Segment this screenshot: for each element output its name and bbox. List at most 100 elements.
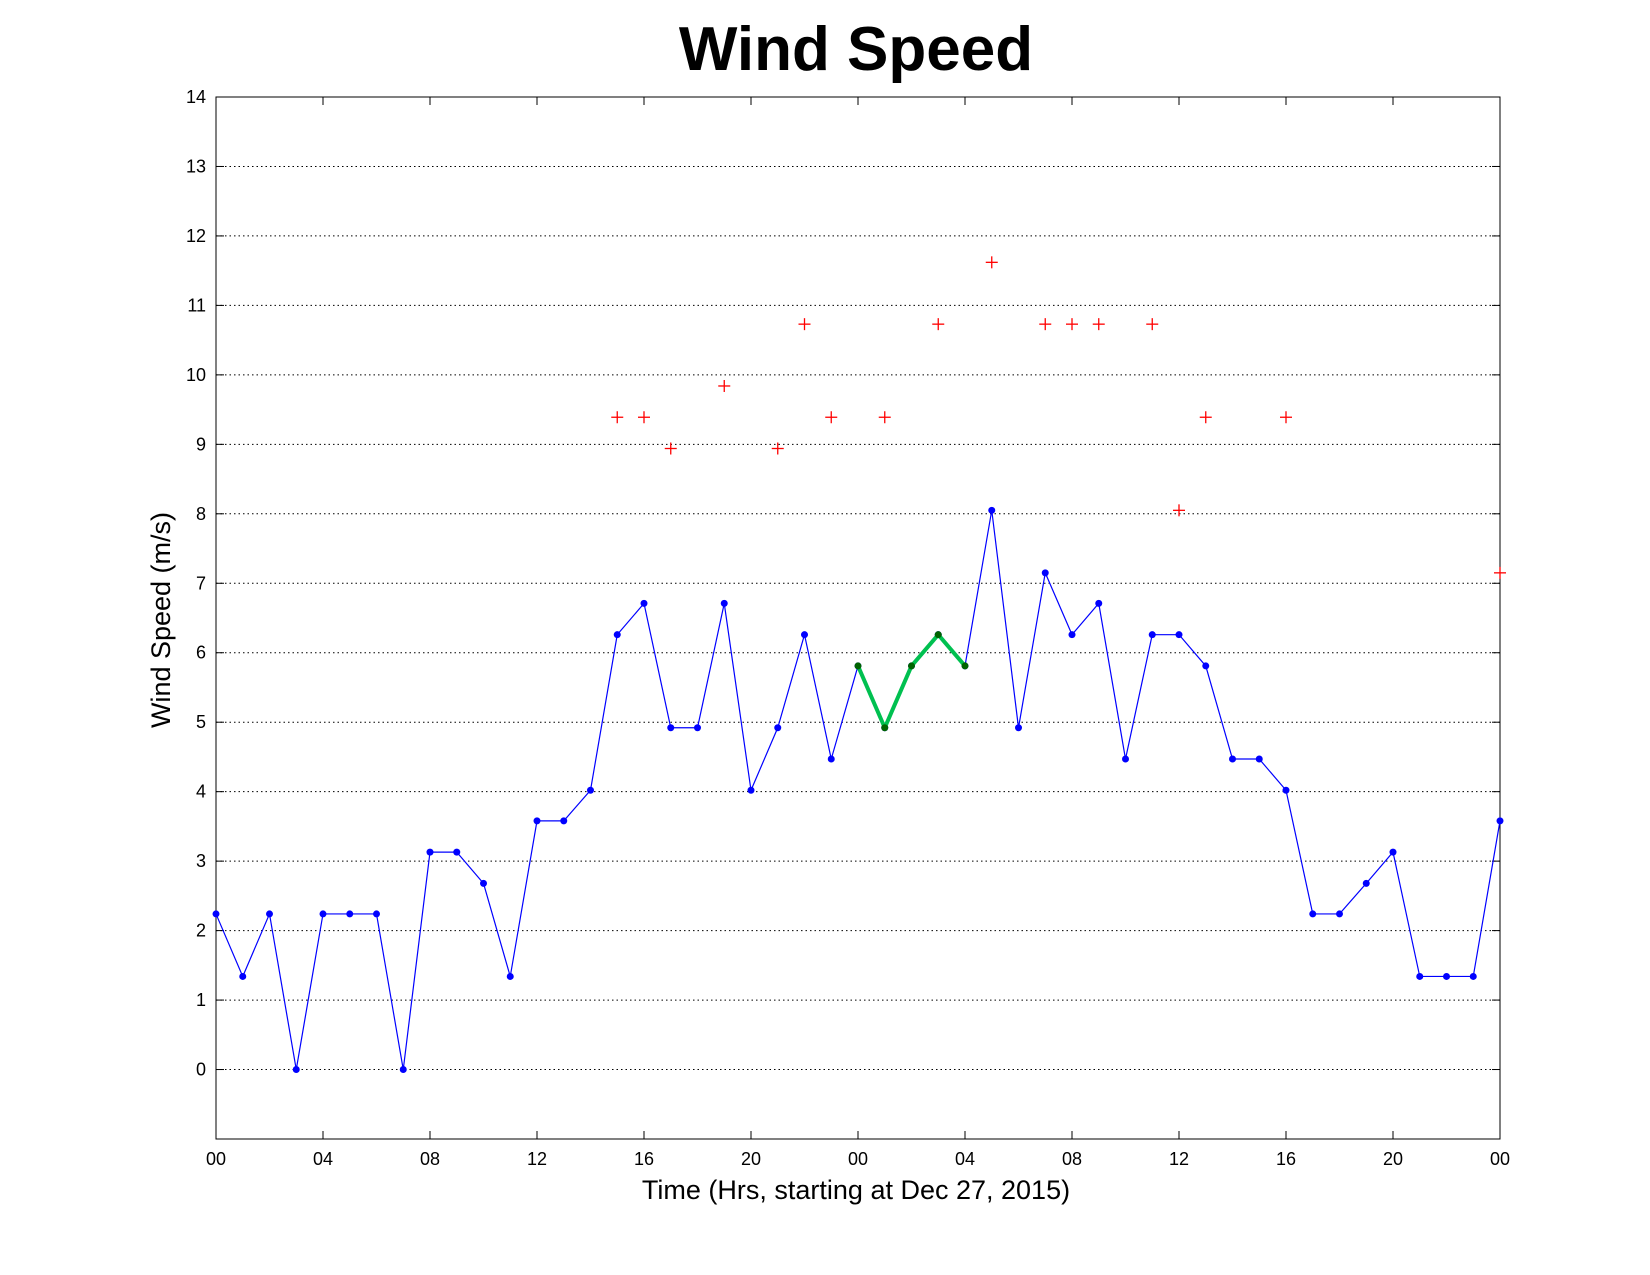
gust-marker <box>664 442 677 455</box>
x-tick-label: 04 <box>313 1149 333 1169</box>
gust-marker <box>718 379 731 392</box>
x-tick-label: 00 <box>206 1149 226 1169</box>
y-tick-label: 14 <box>186 87 206 107</box>
wind-speed-point <box>1309 910 1317 918</box>
gust-marker <box>638 411 650 424</box>
x-axis-label: Time (Hrs, starting at Dec 27, 2015) <box>642 1175 1070 1205</box>
gust-marker <box>1173 504 1185 517</box>
wind-speed-point <box>1122 755 1129 763</box>
wind-speed-point <box>774 724 782 732</box>
x-tick-label: 08 <box>420 1149 440 1169</box>
wind-speed-point <box>667 724 675 732</box>
gust-marker <box>1494 566 1506 579</box>
wind-speed-point <box>399 1066 407 1074</box>
wind-speed-point <box>292 1066 300 1074</box>
x-tick-label: 04 <box>955 1149 975 1169</box>
highlight-line <box>856 632 967 730</box>
wind-speed-point <box>426 848 434 856</box>
gust-marker <box>878 411 891 424</box>
x-tick-label: 08 <box>1062 1149 1082 1169</box>
wind-speed-line <box>215 510 1501 1070</box>
wind-speed-point <box>560 817 568 825</box>
wind-speed-point <box>1469 972 1477 980</box>
wind-speed-point <box>266 910 273 918</box>
gust-marker <box>1199 411 1212 424</box>
y-tick-label: 5 <box>196 712 206 732</box>
wind-speed-point <box>1282 786 1290 794</box>
wind-speed-point <box>988 506 996 514</box>
x-tick-label: 16 <box>634 1149 654 1169</box>
wind-speed-point <box>506 972 514 980</box>
data-series <box>212 256 1506 1074</box>
gust-marker <box>825 411 838 424</box>
gust-marker <box>611 411 624 424</box>
y-tick-label: 12 <box>186 226 206 246</box>
y-tick-label: 7 <box>196 573 206 593</box>
y-tick-label: 0 <box>196 1060 206 1080</box>
wind-speed-point <box>801 631 808 639</box>
x-tick-label: 20 <box>1383 1149 1403 1169</box>
wind-speed-point <box>453 848 461 856</box>
highlight-point <box>908 662 915 670</box>
wind-speed-point <box>1255 755 1263 763</box>
chart-title: Wind Speed <box>679 15 1033 84</box>
wind-speed-point <box>613 631 621 639</box>
highlight-point <box>961 662 969 670</box>
wind-speed-point <box>1416 972 1424 980</box>
highlight-point <box>854 662 862 670</box>
y-tick-label: 11 <box>187 295 206 315</box>
wind-speed-point <box>720 599 728 607</box>
wind-speed-point <box>1202 662 1210 670</box>
wind-speed-point <box>1362 879 1370 887</box>
wind-speed-point <box>239 972 247 980</box>
wind-speed-point <box>747 786 755 794</box>
wind-speed-point <box>533 817 541 825</box>
wind-speed-point <box>1443 972 1450 980</box>
gust-marker <box>1039 318 1052 331</box>
wind-speed-point <box>1496 817 1504 825</box>
wind-speed-point <box>1068 631 1076 639</box>
y-tick-label: 3 <box>196 851 206 871</box>
wind-speed-point <box>1148 631 1156 639</box>
y-tick-label: 2 <box>196 921 206 941</box>
gust-marker <box>1280 411 1292 424</box>
wind-speed-point <box>1095 599 1103 607</box>
y-tick-label: 1 <box>196 990 206 1010</box>
gust-marker <box>932 318 945 331</box>
y-tick-label: 8 <box>196 504 206 524</box>
wind-speed-point <box>1015 724 1022 732</box>
wind-speed-point <box>319 910 327 918</box>
wind-speed-point <box>640 599 648 607</box>
gust-marker <box>771 442 784 455</box>
wind-speed-point <box>373 910 380 918</box>
wind-speed-point <box>212 910 220 918</box>
y-tick-label: 13 <box>186 156 206 176</box>
x-tick-label: 00 <box>848 1149 868 1169</box>
y-axis-label: Wind Speed (m/s) <box>146 512 176 728</box>
wind-speed-point <box>694 724 701 732</box>
gust-marker <box>985 256 998 269</box>
wind-speed-point <box>346 910 354 918</box>
wind-speed-point <box>587 786 594 794</box>
wind-speed-point <box>480 879 487 887</box>
gust-marker <box>1146 318 1159 331</box>
grid-lines <box>216 165 1500 1071</box>
y-tick-label: 6 <box>196 643 206 663</box>
highlight-point <box>881 724 889 732</box>
wind-speed-point <box>1175 631 1183 639</box>
highlight-point <box>934 631 942 639</box>
x-tick-label: 16 <box>1276 1149 1296 1169</box>
y-tick-label: 4 <box>196 782 206 802</box>
y-tick-label: 10 <box>186 365 206 385</box>
gust-marker <box>798 318 811 331</box>
x-tick-label: 00 <box>1490 1149 1510 1169</box>
wind-speed-point <box>1389 848 1397 856</box>
gust-marker <box>1066 318 1078 331</box>
plot-frame <box>215 96 1501 1140</box>
wind-speed-point <box>1336 910 1343 918</box>
wind-speed-point <box>827 755 835 763</box>
gust-marker <box>1092 318 1105 331</box>
x-tick-label: 12 <box>527 1149 547 1169</box>
